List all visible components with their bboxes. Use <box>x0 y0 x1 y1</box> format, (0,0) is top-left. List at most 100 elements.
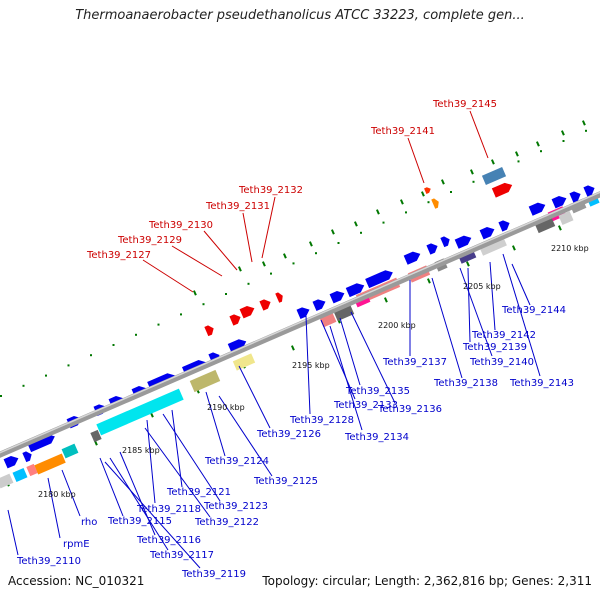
tick-label: 2210 kbp <box>551 244 589 253</box>
gene-feature <box>454 235 472 249</box>
leader-line <box>162 413 221 502</box>
outer-dot <box>405 211 407 214</box>
label-teth39-2117[interactable]: Teth39_2117 <box>149 550 214 561</box>
gene-feature <box>319 312 337 328</box>
tick-label: 2195 kbp <box>292 361 330 370</box>
leader-line <box>218 395 273 477</box>
label-teth39-2119[interactable]: Teth39_2119 <box>181 569 246 580</box>
leader-line <box>144 427 211 518</box>
label-teth39-2132[interactable]: Teth39_2132 <box>238 185 303 196</box>
label-teth39-2129[interactable]: Teth39_2129 <box>117 235 182 246</box>
tick-dash <box>291 345 295 351</box>
gene-arrow <box>296 307 310 319</box>
label-teth39-2128[interactable]: Teth39_2128 <box>289 415 354 426</box>
leader-line <box>171 245 223 277</box>
tick-dash <box>383 297 388 303</box>
gene-labels[interactable]: Teth39_2145 Teth39_2141 Teth39_2132 Teth39_… <box>16 99 574 580</box>
label-teth39-2133[interactable]: Teth39_2133 <box>333 400 398 411</box>
label-teth39-2126[interactable]: Teth39_2126 <box>256 429 321 440</box>
gene-feature <box>403 251 421 265</box>
label-teth39-2130[interactable]: Teth39_2130 <box>148 220 213 231</box>
gene-box <box>232 353 256 371</box>
gene-feature <box>365 270 393 289</box>
label-rpme[interactable]: rpmE <box>63 539 90 550</box>
tick-dash <box>399 199 404 205</box>
label-teth39-2115[interactable]: Teth39_2115 <box>107 516 172 527</box>
accession-text: Accession: NC_010321 <box>8 574 145 588</box>
gene-feature <box>481 167 507 185</box>
label-teth39-2137[interactable]: Teth39_2137 <box>382 357 447 368</box>
tick-dash <box>427 278 431 284</box>
gene-box <box>558 211 574 225</box>
tick-dash <box>441 179 445 185</box>
leader-line <box>469 110 489 159</box>
genome-backbone <box>0 191 600 458</box>
label-teth39-2116[interactable]: Teth39_2116 <box>136 535 201 546</box>
leader-line <box>339 317 361 386</box>
gene-feature <box>333 304 355 322</box>
label-teth39-2138[interactable]: Teth39_2138 <box>433 378 498 389</box>
outer-dot <box>45 374 47 377</box>
tick-dash <box>330 229 335 235</box>
label-teth39-2123[interactable]: Teth39_2123 <box>203 501 268 512</box>
tick-dash <box>309 241 313 247</box>
label-teth39-2125[interactable]: Teth39_2125 <box>253 476 318 487</box>
label-teth39-2118[interactable]: Teth39_2118 <box>136 504 201 515</box>
label-teth39-2136[interactable]: Teth39_2136 <box>377 404 442 415</box>
gene-feature <box>424 187 431 194</box>
gene-feature <box>12 468 28 482</box>
gene-arrow <box>528 202 546 216</box>
label-teth39-2143[interactable]: Teth39_2143 <box>509 378 574 389</box>
leader-line <box>61 469 81 517</box>
gene-arrow <box>22 451 32 463</box>
map-title: Thermoanaerobacter pseudethanolicus ATCC… <box>75 8 525 23</box>
label-teth39-2124[interactable]: Teth39_2124 <box>204 456 269 467</box>
label-teth39-2122[interactable]: Teth39_2122 <box>194 517 259 528</box>
gene-arrow <box>454 235 472 249</box>
tick-label: 2185 kbp <box>122 446 160 455</box>
tick-label: 2180 kbp <box>38 490 76 499</box>
gene-arrow <box>403 251 421 265</box>
tick-dash <box>283 253 287 259</box>
label-teth39-2139[interactable]: Teth39_2139 <box>462 342 527 353</box>
gene-arrow <box>345 283 365 298</box>
label-teth39-2121[interactable]: Teth39_2121 <box>166 487 231 498</box>
label-teth39-2144[interactable]: Teth39_2144 <box>501 305 566 316</box>
leader-line <box>99 457 124 517</box>
leader-line <box>171 409 183 488</box>
tick-label: 2190 kbp <box>207 403 245 412</box>
tick-label: 2200 kbp <box>378 321 416 330</box>
gene-arrow <box>491 182 513 198</box>
leader-line <box>104 461 201 569</box>
outer-dot <box>0 395 2 397</box>
gene-arrow <box>498 220 510 232</box>
outer-dot <box>135 333 137 336</box>
label-teth39-2141[interactable]: Teth39_2141 <box>370 126 435 137</box>
leader-line <box>203 230 238 271</box>
gene-feature <box>312 299 326 311</box>
label-teth39-2142[interactable]: Teth39_2142 <box>471 330 536 341</box>
label-teth39-2134[interactable]: Teth39_2134 <box>344 432 409 443</box>
label-teth39-2145[interactable]: Teth39_2145 <box>432 99 497 110</box>
backbone-shine <box>0 191 600 454</box>
label-teth39-2110[interactable]: Teth39_2110 <box>16 556 81 567</box>
gene-box <box>61 443 79 459</box>
label-rho[interactable]: rho <box>81 517 97 528</box>
outer-dot <box>67 364 70 367</box>
label-teth39-2135[interactable]: Teth39_2135 <box>345 386 410 397</box>
leader-line <box>511 263 531 306</box>
outer-dot <box>22 384 25 387</box>
gene-arrow <box>551 196 567 209</box>
label-teth39-2140[interactable]: Teth39_2140 <box>469 357 534 368</box>
tick-dash <box>262 261 266 267</box>
gene-feature <box>3 456 19 469</box>
tick-dash <box>561 130 565 136</box>
label-teth39-2131[interactable]: Teth39_2131 <box>205 201 270 212</box>
outer-dot <box>247 282 250 285</box>
gene-feature <box>345 283 365 298</box>
leader-line <box>261 196 276 259</box>
leader-line <box>350 311 396 404</box>
label-teth39-2127[interactable]: Teth39_2127 <box>86 250 151 261</box>
leader-line <box>489 261 496 331</box>
